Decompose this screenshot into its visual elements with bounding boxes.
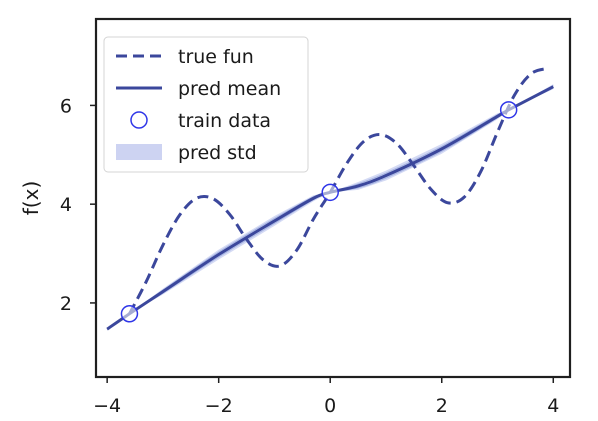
y-tick-label: 4 <box>60 194 72 216</box>
legend-band-icon <box>116 144 162 160</box>
train-data-markers-group <box>120 101 518 323</box>
pred-std-band-group <box>107 84 554 331</box>
train-data-point <box>321 183 339 202</box>
x-tick-label: −2 <box>205 395 233 417</box>
x-tick-label: 2 <box>436 395 448 417</box>
legend-marker-icon <box>130 111 148 129</box>
legend-label: pred mean <box>178 78 281 100</box>
legend-label: pred std <box>178 142 257 164</box>
train-data-point <box>499 101 518 119</box>
true-fun-line <box>128 66 549 315</box>
legend: true fun pred mean train data pred std <box>103 36 309 173</box>
y-axis-label: f(x) <box>19 181 43 215</box>
pred-std-band <box>107 84 554 331</box>
legend-label: true fun <box>178 46 254 68</box>
x-tick-label: −4 <box>93 395 121 417</box>
y-tick-label: 6 <box>60 95 72 117</box>
y-tick-label: 2 <box>60 293 72 315</box>
plot-frame <box>94 17 572 379</box>
y-axis-ticks: 2 4 6 <box>60 95 96 315</box>
x-tick-label: 0 <box>324 395 336 417</box>
legend-box <box>103 36 309 173</box>
train-data-point <box>120 305 139 323</box>
legend-label: train data <box>178 110 271 132</box>
x-tick-label: 4 <box>547 395 559 417</box>
x-axis-ticks: −4 −2 0 2 4 <box>93 377 559 417</box>
